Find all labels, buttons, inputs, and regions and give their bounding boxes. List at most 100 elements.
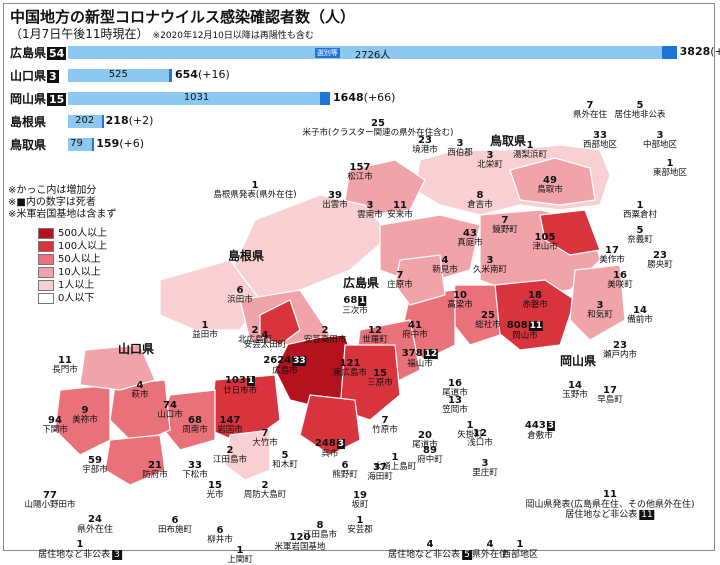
bar-inner-value: 2726人 [354, 50, 391, 61]
unlocated-note: 1 西部地区 [501, 539, 539, 561]
bar-total-label: 1648(+66) [333, 91, 395, 104]
legend-note: ※かっこ内は増加分 [8, 185, 97, 196]
note-label: 県外在住 [471, 550, 509, 560]
bar-change-value: (+6) [119, 137, 145, 150]
municipality-regions [54, 144, 626, 486]
legend-item: 10人以上 [38, 266, 116, 279]
legend-swatch [38, 228, 54, 239]
bar-new-cases [169, 69, 172, 82]
death-count-badge: 11 [639, 510, 655, 520]
bar-previous-total [68, 115, 103, 128]
region-kurashiki [449, 284, 501, 346]
region-shimane-west [159, 259, 261, 331]
unlocated-note: 4 居住地など非公表 5 [388, 540, 472, 560]
region-fuchu [394, 254, 446, 306]
region-hagi [79, 344, 156, 391]
figure-title: 中国地方の新型コロナウイルス感染確認者数（人） [10, 8, 356, 26]
bar-prefecture-label: 鳥取県 [10, 136, 46, 153]
unlocated-note: 1 居住地など非公表 3 [38, 540, 122, 560]
bar-total-value: 654 [174, 68, 198, 81]
legend-swatch [38, 267, 54, 278]
prefecture-label-shimane: 島根県 [228, 249, 265, 263]
bar-row: 岡山県 15 1031 1648(+66) [10, 89, 700, 107]
bar-inner-value: 525 [108, 69, 128, 80]
death-count-badge: 5 [462, 550, 472, 560]
region-okayama-east [569, 264, 626, 341]
case-count-value: 4 [486, 539, 494, 550]
bar-row: 島根県 202 218(+2) [10, 112, 700, 130]
bar-new-cases [661, 46, 677, 59]
bar-total-value: 218 [105, 114, 129, 127]
bar-prefecture-label: 山口県 3 [10, 67, 59, 84]
death-count-badge: 3 [47, 70, 59, 83]
figure-subtitle: （1月7日午後11時現在） ※2020年12月10日以降は再陽性も含む [10, 25, 314, 42]
case-count-value: 1 [516, 539, 524, 550]
bar-total-value: 159 [96, 137, 120, 150]
death-count-badge: 54 [47, 47, 67, 60]
bar-inner-value: 1031 [183, 92, 210, 103]
bar-badge: 選別等 [314, 48, 340, 58]
bar-total-label: 3828(+94) [680, 45, 720, 58]
prefecture-name: 広島県 [10, 46, 47, 60]
bar-change-value: (+2) [128, 114, 154, 127]
bar-change-value: (+16) [197, 68, 230, 81]
region-kure [299, 394, 361, 456]
figure-frame [3, 3, 715, 551]
note-label: 居住地など非公表 [38, 550, 111, 560]
bar-prefecture-label: 岡山県 15 [10, 90, 67, 107]
region-ube [104, 434, 166, 486]
legend-item: 500人以上 [38, 227, 116, 240]
bar-previous-total [68, 92, 320, 105]
prefecture-label-okayama: 岡山県 [560, 354, 597, 368]
region-tsuyama [539, 209, 601, 256]
legend-swatch [38, 241, 54, 252]
legend-label: 0人以下 [58, 292, 95, 304]
prefecture-name: 島根県 [10, 115, 47, 129]
legend-swatch [38, 293, 54, 304]
municipality-name: 上関町 [227, 555, 253, 565]
case-count-value: 4 [426, 539, 434, 550]
bar-new-cases [92, 138, 95, 151]
legend-item: 0人以下 [38, 292, 116, 305]
note-label: 居住地など非公表 [388, 550, 461, 560]
unlocated-note: 居住地など非公表 11 [565, 510, 655, 520]
legend-item: 50人以上 [38, 253, 116, 266]
bar-change-value: (+66) [363, 91, 396, 104]
legend-items: 500人以上 100人以上 50人以上 10人以上 1人以上 0人以下 [8, 227, 116, 305]
case-count-value: 11 [603, 489, 617, 500]
legend-note: ※米軍岩国基地は含まず [8, 209, 117, 220]
prefecture-name: 鳥取県 [10, 138, 47, 152]
prefecture-name: 岡山県 [10, 92, 47, 106]
date-label: （1月7日午後11時現在） [10, 27, 149, 41]
legend-item: 1人以上 [38, 279, 116, 292]
note-label: 西部地区 [501, 550, 539, 560]
death-count-badge: 15 [47, 93, 67, 106]
region-tottori-east [509, 157, 596, 206]
bar-new-cases [319, 92, 331, 105]
prefecture-label-hiroshima: 広島県 [343, 276, 380, 290]
bar-previous-total [68, 46, 662, 59]
bar-total-value: 3828 [679, 45, 711, 58]
unlocated-note: 24 県外在住 [76, 514, 114, 536]
bar-inner-value: 79 [70, 138, 83, 149]
legend-label: 1人以上 [58, 279, 95, 291]
death-count-badge: 3 [112, 550, 122, 560]
bar-prefecture-label: 広島県 54 [10, 44, 67, 61]
bar-row: 山口県 3 525 654(+16) [10, 66, 700, 84]
case-count-value: 1 [76, 539, 84, 550]
legend-label: 10人以上 [58, 266, 101, 278]
prefecture-label-yamaguchi: 山口県 [118, 342, 155, 356]
legend: ※かっこ内は増加分 ※■内の数字は死者 ※米軍岩国基地は含まず 500人以上 10… [8, 185, 116, 305]
bar-previous-total [68, 138, 93, 151]
bar-prefecture-label: 島根県 [10, 113, 46, 130]
legend-label: 500人以上 [58, 227, 108, 239]
region-yanai [224, 429, 271, 481]
legend-label: 100人以上 [58, 240, 108, 252]
case-count-value: 24 [88, 514, 102, 525]
legend-swatch [38, 280, 54, 291]
note-label: 県外在住 [76, 525, 114, 535]
bar-inner-value: 202 [75, 115, 95, 126]
